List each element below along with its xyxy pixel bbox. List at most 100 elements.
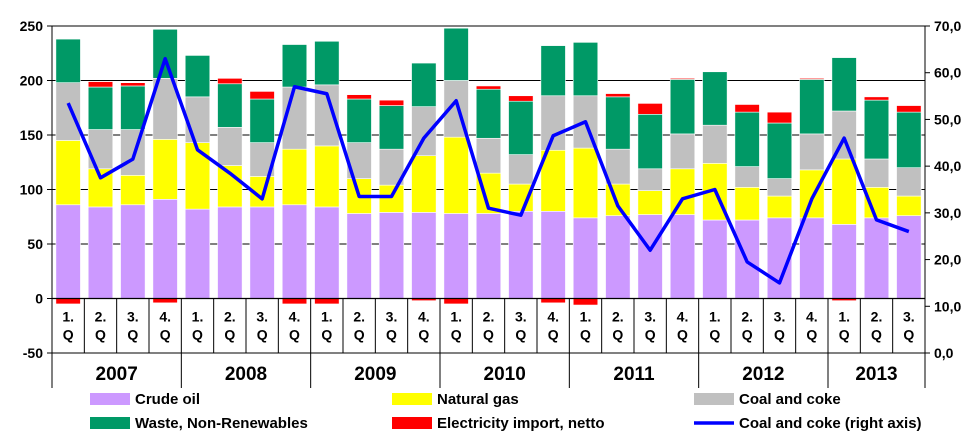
quarter-q-label: Q [709,327,720,343]
bar-segment [766,195,793,219]
bar-segment [669,168,696,215]
bar-segment [443,298,469,305]
quarter-q-label: Q [95,327,106,343]
bar-segment [766,122,793,179]
bar-segment [637,168,663,191]
right-tick-label: 50,0 [934,111,961,127]
right-tick-label: 30,0 [934,205,961,221]
bar-segment [346,98,372,143]
bar-segment [766,178,793,197]
quarter-number-label: 4. [547,309,559,325]
bar-segment [281,148,308,206]
bar-segment [734,187,760,221]
bar-segment [346,213,372,299]
bar-segment [605,96,631,150]
legend: Crude oil Natural gas Coal and coke Waste, … [90,391,922,432]
quarter-q-label: Q [871,327,882,343]
bar-segment [55,38,81,83]
legend-label: Crude oil [135,391,200,408]
year-label: 2009 [354,364,396,385]
bar-segment [637,103,663,115]
bar-segment [152,28,178,79]
bar-segment [572,147,599,219]
bar-segment [702,124,728,164]
bar-segment [896,105,922,113]
line-series [66,56,910,285]
left-tick-label: 150 [20,127,44,143]
bar-segment [540,45,566,97]
bar-segment [863,217,890,299]
bar-segment [411,212,437,299]
bar-segment [572,298,599,306]
bar-segment [508,211,534,299]
quarter-number-label: 3. [903,309,915,325]
quarter-number-label: 2. [95,309,107,325]
quarter-q-label: Q [742,327,753,343]
bar-segment [249,98,275,143]
bar-segment [411,62,437,107]
quarter-number-label: 3. [515,309,527,325]
bar-segment [378,105,405,150]
bar-segment [217,206,243,299]
left-tick-label: 0 [35,291,43,307]
bar-segment [799,79,825,135]
right-tick-label: 20,0 [934,252,961,268]
quarter-q-label: Q [289,327,300,343]
quarter-q-label: Q [548,327,559,343]
bar-segment [799,133,825,171]
bar-segment [669,79,696,135]
bar-segment [184,55,211,98]
bar-segment [87,86,114,130]
bar-segment [249,206,275,299]
quarter-q-label: Q [612,327,623,343]
legend-swatch [392,393,432,405]
bar-segment [152,298,178,304]
bar-segment [87,81,114,88]
bar-segment [217,78,243,85]
bar-segment [314,298,340,305]
bars [55,27,922,306]
bar-segment [475,137,502,174]
quarter-q-label: Q [257,327,268,343]
bar-segment [540,211,566,299]
bar-segment [55,140,81,206]
bar-segment [475,85,502,90]
bar-segment [314,40,340,86]
year-label: 2007 [96,364,138,385]
bar-segment [281,298,308,305]
bar-segment [799,78,825,80]
year-label: 2008 [225,364,267,385]
bar-segment [766,111,793,124]
quarter-q-label: Q [418,327,429,343]
bar-segment [314,145,340,208]
bar-segment [734,166,760,188]
legend-label: Coal and coke (right axis) [739,415,922,432]
bar-segment [443,136,469,214]
bar-segment [475,213,502,299]
legend-swatch [694,393,734,405]
bar-segment [281,204,308,299]
bar-segment [443,27,469,81]
year-label: 2011 [613,364,655,385]
bar-segment [896,195,922,216]
quarter-number-label: 1. [62,309,74,325]
quarter-number-label: 2. [224,309,236,325]
bar-segment [314,206,340,299]
quarter-q-label: Q [903,327,914,343]
right-tick-label: 60,0 [934,65,961,81]
quarter-q-label: Q [677,327,688,343]
quarter-number-label: 4. [418,309,430,325]
bar-segment [411,106,437,157]
bar-segment [540,95,566,151]
quarter-number-label: 1. [838,309,850,325]
bar-segment [508,154,534,185]
bar-segment [669,78,696,80]
bar-segment [411,155,437,213]
bar-segment [572,42,599,97]
bar-segment [120,82,146,87]
right-tick-label: 70,0 [934,18,961,34]
quarter-q-label: Q [483,327,494,343]
quarter-q-label: Q [645,327,656,343]
bar-segment [120,175,146,206]
